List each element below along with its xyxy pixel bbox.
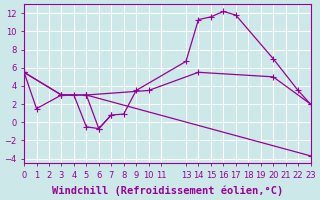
X-axis label: Windchill (Refroidissement éolien,°C): Windchill (Refroidissement éolien,°C) [52, 185, 283, 196]
